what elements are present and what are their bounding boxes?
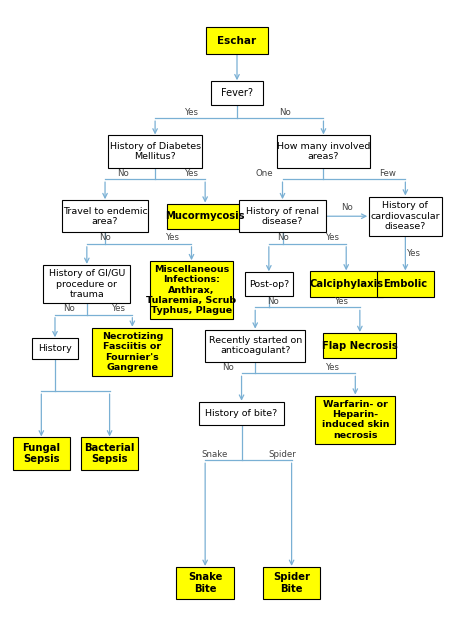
FancyBboxPatch shape: [210, 82, 264, 105]
Text: No: No: [222, 363, 234, 372]
Text: History of GI/GU
procedure or
trauma: History of GI/GU procedure or trauma: [49, 269, 125, 299]
FancyBboxPatch shape: [13, 437, 70, 469]
Text: Yes: Yes: [408, 249, 421, 258]
FancyBboxPatch shape: [108, 135, 202, 168]
FancyBboxPatch shape: [32, 338, 78, 360]
FancyBboxPatch shape: [176, 567, 234, 599]
Text: No: No: [118, 169, 129, 178]
Text: Post-op?: Post-op?: [249, 279, 289, 288]
Text: No: No: [279, 108, 291, 117]
Text: One: One: [255, 169, 273, 178]
Text: Yes: Yes: [184, 108, 199, 117]
Text: Warfarin- or
Heparin-
induced skin
necrosis: Warfarin- or Heparin- induced skin necro…: [321, 399, 389, 440]
FancyBboxPatch shape: [199, 402, 284, 425]
Text: Snake
Bite: Snake Bite: [188, 572, 222, 594]
Text: Embolic: Embolic: [383, 279, 428, 289]
FancyBboxPatch shape: [245, 272, 293, 296]
Text: Yes: Yes: [112, 304, 126, 313]
Text: Travel to endemic
area?: Travel to endemic area?: [63, 207, 147, 226]
FancyBboxPatch shape: [44, 265, 130, 303]
Text: No: No: [99, 233, 111, 242]
Text: Calciphylaxis: Calciphylaxis: [309, 279, 383, 289]
Text: No: No: [341, 203, 353, 212]
Text: History of bite?: History of bite?: [205, 409, 278, 418]
Text: Mucormycosis: Mucormycosis: [165, 211, 245, 221]
Text: Yes: Yes: [166, 233, 180, 242]
FancyBboxPatch shape: [167, 204, 243, 229]
Text: Recently started on
anticoagulant?: Recently started on anticoagulant?: [209, 336, 302, 356]
Text: Flap Necrosis: Flap Necrosis: [322, 341, 398, 351]
FancyBboxPatch shape: [315, 395, 395, 444]
Text: History of Diabetes
Mellitus?: History of Diabetes Mellitus?: [109, 142, 201, 161]
FancyBboxPatch shape: [323, 333, 396, 358]
Text: No: No: [267, 297, 279, 306]
FancyBboxPatch shape: [150, 261, 233, 319]
Text: Yes: Yes: [326, 233, 339, 242]
FancyBboxPatch shape: [310, 272, 383, 297]
Text: Yes: Yes: [184, 169, 199, 178]
Text: Bacterial
Sepsis: Bacterial Sepsis: [84, 443, 135, 464]
Text: History of
cardiovascular
disease?: History of cardiovascular disease?: [371, 202, 440, 231]
Text: Necrotizing
Fasciitis or
Fournier's
Gangrene: Necrotizing Fasciitis or Fournier's Gang…: [101, 332, 163, 372]
Text: Spider
Bite: Spider Bite: [273, 572, 310, 594]
FancyBboxPatch shape: [239, 200, 326, 232]
FancyBboxPatch shape: [92, 328, 173, 376]
Text: No: No: [277, 233, 288, 242]
FancyBboxPatch shape: [263, 567, 320, 599]
Text: Snake: Snake: [201, 449, 228, 458]
Text: Spider: Spider: [269, 449, 296, 458]
Text: Yes: Yes: [335, 297, 349, 306]
FancyBboxPatch shape: [62, 200, 148, 232]
Text: Few: Few: [379, 169, 396, 178]
FancyBboxPatch shape: [377, 272, 434, 297]
FancyBboxPatch shape: [206, 27, 268, 54]
Text: Eschar: Eschar: [218, 35, 256, 46]
FancyBboxPatch shape: [205, 329, 305, 361]
FancyBboxPatch shape: [277, 135, 370, 168]
Text: History of renal
disease?: History of renal disease?: [246, 207, 319, 226]
Text: Miscellaneous
Infections:
Anthrax,
Tularemia, Scrub
Typhus, Plague: Miscellaneous Infections: Anthrax, Tular…: [146, 265, 237, 315]
Text: History: History: [38, 344, 72, 353]
Text: Yes: Yes: [326, 363, 339, 372]
Text: No: No: [63, 304, 74, 313]
FancyBboxPatch shape: [81, 437, 138, 469]
Text: Fungal
Sepsis: Fungal Sepsis: [22, 443, 60, 464]
Text: How many involved
areas?: How many involved areas?: [277, 142, 370, 161]
FancyBboxPatch shape: [369, 196, 442, 236]
Text: Fever?: Fever?: [221, 88, 253, 98]
